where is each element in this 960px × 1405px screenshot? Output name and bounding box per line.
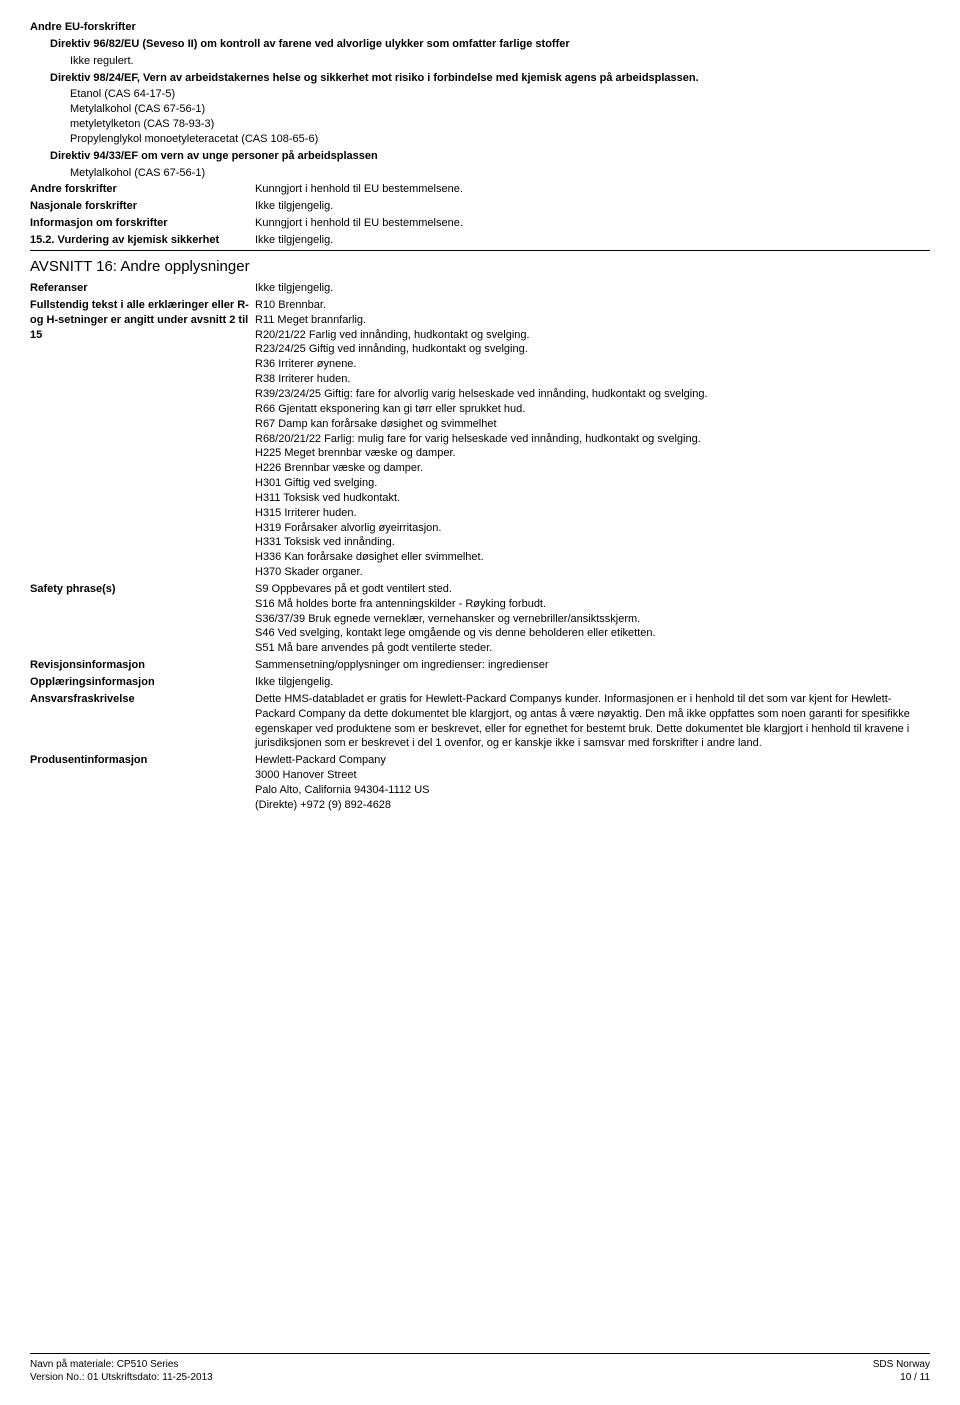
row-andre-forskrifter: Andre forskrifter Kunngjort i henhold ti… — [30, 182, 930, 197]
phrase-line: H331 Toksisk ved innånding. — [255, 535, 930, 550]
heading-andre-eu: Andre EU-forskrifter — [30, 20, 930, 35]
value: Sammensetning/opplysninger om ingrediens… — [255, 658, 930, 673]
row-fullstendig-tekst: Fullstendig tekst i alle erklæringer ell… — [30, 298, 930, 580]
phrase-line: R67 Damp kan forårsake døsighet og svimm… — [255, 417, 930, 432]
phrase-line: H370 Skader organer. — [255, 565, 930, 580]
chem-list-2: Metylalkohol (CAS 67-56-1) — [70, 166, 930, 181]
row-referanser: Referanser Ikke tilgjengelig. — [30, 281, 930, 296]
producer-info: Hewlett-Packard Company 3000 Hanover Str… — [255, 753, 930, 812]
row-ansvarsfraskrivelse: Ansvarsfraskrivelse Dette HMS-databladet… — [30, 692, 930, 751]
phrase-line: H225 Meget brennbar væske og damper. — [255, 446, 930, 461]
chem-item: Metylalkohol (CAS 67-56-1) — [70, 102, 930, 117]
value: Ikke tilgjengelig. — [255, 199, 930, 214]
label: Nasjonale forskrifter — [30, 199, 255, 214]
footer-material-name: Navn på materiale: CP510 Series — [30, 1358, 213, 1372]
phrase-line: R39/23/24/25 Giftig: fare for alvorlig v… — [255, 387, 930, 402]
phrase-line: H319 Forårsaker alvorlig øyeirritasjon. — [255, 521, 930, 536]
label: Opplæringsinformasjon — [30, 675, 255, 690]
section-divider — [30, 250, 930, 251]
phrase-line: R20/21/22 Farlig ved innånding, hudkonta… — [255, 328, 930, 343]
phrase-line: S16 Må holdes borte fra antenningskilder… — [255, 597, 930, 612]
footer-page-num: 10 / 11 — [873, 1371, 930, 1385]
phrase-line: S51 Må bare anvendes på godt ventilerte … — [255, 641, 930, 656]
directive-seveso: Direktiv 96/82/EU (Seveso II) om kontrol… — [50, 37, 930, 52]
value: Kunngjort i henhold til EU bestemmelsene… — [255, 216, 930, 231]
producer-line: 3000 Hanover Street — [255, 768, 930, 783]
row-nasjonale-forskrifter: Nasjonale forskrifter Ikke tilgjengelig. — [30, 199, 930, 214]
label: Safety phrase(s) — [30, 582, 255, 656]
label: Fullstendig tekst i alle erklæringer ell… — [30, 298, 255, 580]
phrase-line: H226 Brennbar væske og damper. — [255, 461, 930, 476]
phrase-line: R36 Irriterer øynene. — [255, 357, 930, 372]
phrase-line: H336 Kan forårsake døsighet eller svimme… — [255, 550, 930, 565]
label: Ansvarsfraskrivelse — [30, 692, 255, 751]
footer-right: SDS Norway 10 / 11 — [873, 1358, 930, 1385]
phrase-line: R23/24/25 Giftig ved innånding, hudkonta… — [255, 342, 930, 357]
value: Dette HMS-databladet er gratis for Hewle… — [255, 692, 930, 751]
phrase-line: H301 Giftig ved svelging. — [255, 476, 930, 491]
directive-seveso-value: Ikke regulert. — [70, 54, 930, 69]
label: Andre forskrifter — [30, 182, 255, 197]
value: Kunngjort i henhold til EU bestemmelsene… — [255, 182, 930, 197]
producer-line: (Direkte) +972 (9) 892-4628 — [255, 798, 930, 813]
phrase-line: R68/20/21/22 Farlig: mulig fare for vari… — [255, 432, 930, 447]
value: Ikke tilgjengelig. — [255, 281, 930, 296]
value: Ikke tilgjengelig. — [255, 675, 930, 690]
phrase-line: S46 Ved svelging, kontakt lege omgående … — [255, 626, 930, 641]
row-revisjon: Revisjonsinformasjon Sammensetning/opply… — [30, 658, 930, 673]
row-safety-phrases: Safety phrase(s) S9 Oppbevares på et god… — [30, 582, 930, 656]
chem-list-1: Etanol (CAS 64-17-5) Metylalkohol (CAS 6… — [70, 87, 930, 146]
footer-left: Navn på materiale: CP510 Series Version … — [30, 1358, 213, 1385]
directive-9824: Direktiv 98/24/EF, Vern av arbeidstakern… — [50, 71, 930, 86]
label: Referanser — [30, 281, 255, 296]
footer-sds: SDS Norway — [873, 1358, 930, 1372]
row-informasjon-forskrifter: Informasjon om forskrifter Kunngjort i h… — [30, 216, 930, 231]
phrase-line: R11 Meget brannfarlig. — [255, 313, 930, 328]
phrase-line: H311 Toksisk ved hudkontakt. — [255, 491, 930, 506]
label: 15.2. Vurdering av kjemisk sikkerhet — [30, 233, 255, 248]
phrase-line: S36/37/39 Bruk egnede verneklær, verneha… — [255, 612, 930, 627]
chem-item: Propylenglykol monoetyleteracetat (CAS 1… — [70, 132, 930, 147]
row-opplaering: Opplæringsinformasjon Ikke tilgjengelig. — [30, 675, 930, 690]
phrase-line: H315 Irriterer huden. — [255, 506, 930, 521]
producer-line: Palo Alto, California 94304-1112 US — [255, 783, 930, 798]
phrase-line: R38 Irriterer huden. — [255, 372, 930, 387]
value: Ikke tilgjengelig. — [255, 233, 930, 248]
row-produsent: Produsentinformasjon Hewlett-Packard Com… — [30, 753, 930, 812]
label: Produsentinformasjon — [30, 753, 255, 812]
chem-item: Metylalkohol (CAS 67-56-1) — [70, 166, 930, 181]
page-footer: Navn på materiale: CP510 Series Version … — [30, 1353, 930, 1385]
chem-item: Etanol (CAS 64-17-5) — [70, 87, 930, 102]
chem-item: metyletylketon (CAS 78-93-3) — [70, 117, 930, 132]
label: Informasjon om forskrifter — [30, 216, 255, 231]
r-h-list: R10 Brennbar. R11 Meget brannfarlig. R20… — [255, 298, 930, 580]
row-vurdering-kjemisk: 15.2. Vurdering av kjemisk sikkerhet Ikk… — [30, 233, 930, 248]
phrase-line: R10 Brennbar. — [255, 298, 930, 313]
safety-list: S9 Oppbevares på et godt ventilert sted.… — [255, 582, 930, 656]
footer-version-date: Version No.: 01 Utskriftsdato: 11-25-201… — [30, 1371, 213, 1385]
label: Revisjonsinformasjon — [30, 658, 255, 673]
section16-title: AVSNITT 16: Andre opplysninger — [30, 257, 930, 277]
phrase-line: S9 Oppbevares på et godt ventilert sted. — [255, 582, 930, 597]
phrase-line: R66 Gjentatt eksponering kan gi tørr ell… — [255, 402, 930, 417]
directive-9433: Direktiv 94/33/EF om vern av unge person… — [50, 149, 930, 164]
producer-line: Hewlett-Packard Company — [255, 753, 930, 768]
